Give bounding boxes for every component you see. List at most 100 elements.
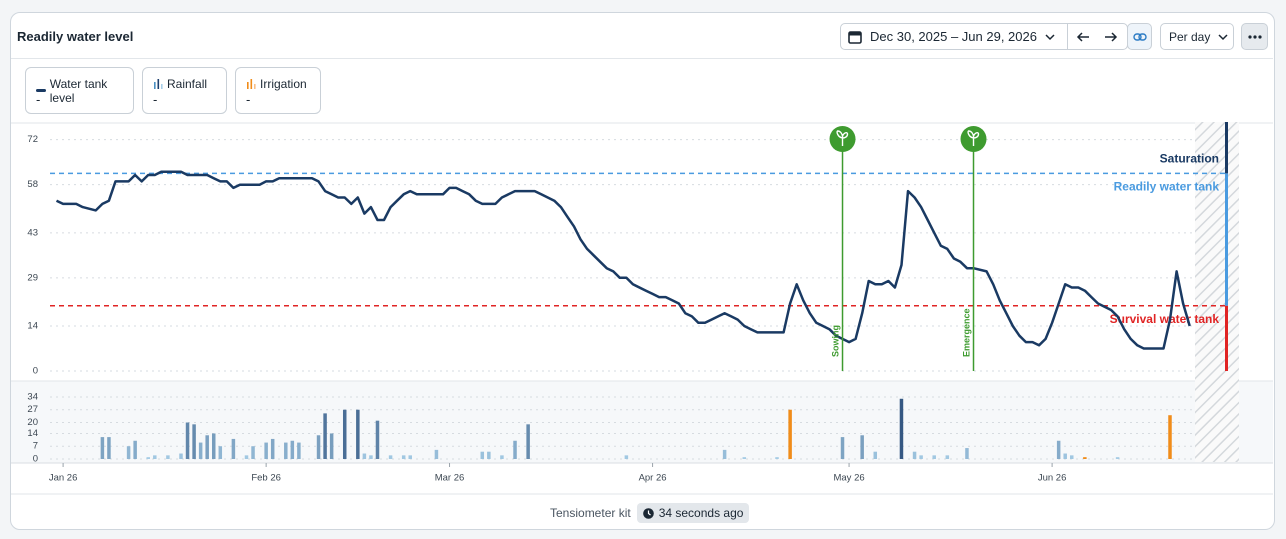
bar <box>434 449 439 459</box>
y-tick-label: 0 <box>33 454 38 465</box>
calendar-icon <box>848 30 862 44</box>
water-level-line <box>55 170 1191 350</box>
bar <box>185 422 190 459</box>
bar <box>290 440 295 459</box>
bar <box>624 455 629 459</box>
y-tick-label: 27 <box>27 404 38 415</box>
bar <box>1056 440 1061 459</box>
legend-value: - <box>36 92 41 107</box>
clock-icon <box>642 507 654 519</box>
event-icon <box>967 130 980 146</box>
interval: Per day <box>1169 29 1211 44</box>
y-tick-label: 14 <box>27 321 38 332</box>
bar <box>126 446 131 459</box>
bar <box>146 457 150 459</box>
bar <box>342 409 347 459</box>
link-icon <box>1132 32 1147 41</box>
bar <box>1115 457 1120 459</box>
bar <box>722 449 727 459</box>
zone-bar <box>1225 305 1228 371</box>
bar <box>362 453 367 459</box>
footer: Tensiometer kit 34 seconds ago <box>550 503 750 523</box>
bar <box>133 440 137 459</box>
bar <box>1063 453 1067 459</box>
chevron <box>1045 33 1055 40</box>
bar <box>205 435 209 459</box>
bar <box>323 413 327 459</box>
bar <box>965 448 969 459</box>
more-button[interactable] <box>1241 23 1268 50</box>
zone-label: Saturation <box>1160 152 1219 166</box>
legend-value: - <box>246 92 251 107</box>
legend-icon <box>247 79 256 89</box>
title: Readily water level <box>17 29 134 44</box>
y-tick-label: 14 <box>27 428 38 439</box>
updated-chip: 34 seconds ago <box>636 503 750 523</box>
bar <box>860 435 864 459</box>
x-tick-label: Apr 26 <box>639 473 667 484</box>
y-tick-label: 29 <box>27 272 38 283</box>
bar <box>316 435 321 459</box>
bar <box>408 455 412 459</box>
zone-label: Readily water tank <box>1114 180 1220 194</box>
bar <box>480 451 485 459</box>
zone-label: Survival water tank <box>1110 312 1220 326</box>
bar <box>153 455 157 459</box>
legend-card[interactable]: Rainfall - <box>142 67 227 114</box>
bar <box>329 433 334 459</box>
bar <box>211 433 216 459</box>
x-tick-label: Feb 26 <box>251 473 281 484</box>
y-tick-label: 34 <box>27 391 38 402</box>
bar <box>1083 457 1087 459</box>
legend-icon <box>36 89 46 92</box>
source: Tensiometer kit <box>550 506 631 520</box>
link-button[interactable] <box>1127 23 1152 50</box>
bar <box>526 424 530 459</box>
bar <box>356 409 360 459</box>
event-icon <box>836 130 849 146</box>
bar <box>945 455 950 459</box>
interval-select[interactable]: Per day <box>1160 23 1234 50</box>
next-button[interactable] <box>1104 31 1118 42</box>
date-range: Dec 30, 2025 – Jun 29, 2026 <box>870 29 1037 44</box>
legend-value: - <box>153 92 158 107</box>
y-tick-label: 43 <box>27 227 38 238</box>
bar <box>388 455 393 459</box>
bar <box>1168 415 1172 459</box>
x-tick-label: Mar 26 <box>435 473 465 484</box>
y-tick-label: 58 <box>27 179 38 190</box>
legend-card[interactable]: Irrigation - <box>235 67 321 114</box>
y-tick-label: 72 <box>27 134 38 145</box>
bar <box>100 437 105 459</box>
zone-bar <box>1225 173 1228 306</box>
zone-bar <box>1225 122 1228 174</box>
bar <box>192 424 196 459</box>
x-tick-label: May 26 <box>833 473 864 484</box>
bar <box>297 442 301 459</box>
bar <box>788 409 792 459</box>
legend-card[interactable]: Water tank level - <box>25 67 134 114</box>
bar <box>775 457 779 459</box>
bar <box>270 438 275 459</box>
legend-label: Rainfall <box>167 77 208 91</box>
chevron <box>1218 33 1228 40</box>
date-range-picker[interactable]: Dec 30, 2025 – Jun 29, 2026 <box>840 23 1128 50</box>
bar <box>264 442 268 459</box>
bar <box>899 398 904 459</box>
prev-button[interactable] <box>1076 31 1090 42</box>
divider <box>11 58 1273 59</box>
bar <box>251 446 255 459</box>
bar <box>500 455 504 459</box>
bar <box>244 455 249 459</box>
bar <box>912 451 917 459</box>
event-label: Emergence <box>962 308 972 357</box>
y-tick-label: 20 <box>27 417 38 428</box>
bar <box>487 451 491 459</box>
bar <box>401 455 406 459</box>
bar <box>742 457 747 459</box>
bar <box>198 442 203 459</box>
legend-icon <box>154 79 163 89</box>
bar <box>231 438 236 459</box>
